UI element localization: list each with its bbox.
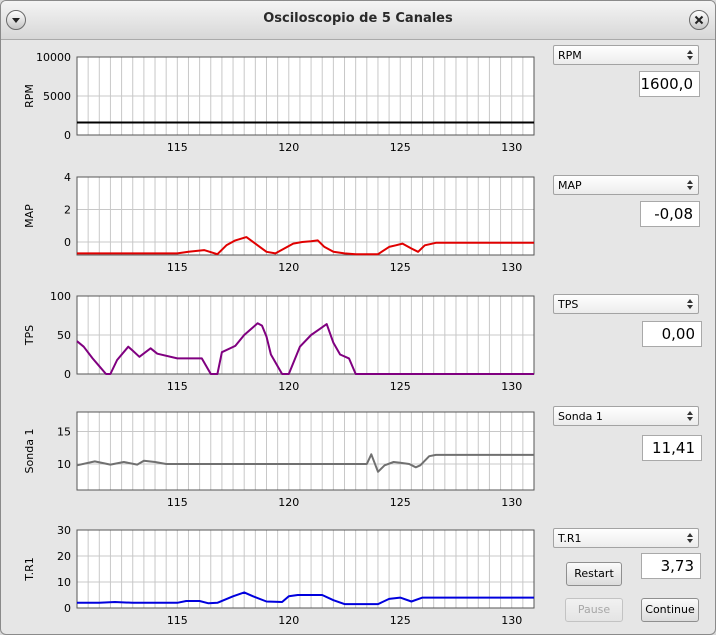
- updown-arrow-icon: [687, 180, 693, 190]
- x-tick-label: 125: [390, 261, 411, 274]
- plot-frame: [76, 529, 535, 609]
- x-tick-label: 115: [167, 496, 188, 509]
- x-tick-label: 120: [278, 614, 299, 627]
- y-tick-label: 50: [57, 329, 71, 342]
- channel-4-select-value: Sonda 1: [558, 410, 603, 423]
- channel-3-select-value: TPS: [558, 298, 579, 311]
- y-tick-label: 2: [64, 204, 71, 217]
- plot-area: [77, 530, 534, 608]
- chart-sonda: 10 15 115 120 125 130 Sonda 1: [1, 404, 541, 526]
- updown-arrow-icon: [687, 299, 693, 309]
- x-tick-label: 120: [278, 141, 299, 154]
- x-tick-label: 125: [390, 496, 411, 509]
- y-tick-label: 0: [64, 236, 71, 249]
- y-tick-label: 0: [64, 129, 71, 142]
- x-tick-label: 125: [390, 614, 411, 627]
- channel-1-select[interactable]: RPM: [553, 45, 699, 65]
- channel-2-value: -0,08: [640, 201, 700, 227]
- y-tick-label: 5000: [43, 90, 71, 103]
- plot-frame: [76, 56, 535, 136]
- chart-tr1: 0 10 20 30 115 120 125 130 T.R1: [1, 522, 541, 634]
- channel-2-select-value: MAP: [558, 179, 582, 192]
- chart-map-svg: 0 2 4 115 120 125 130 MAP: [23, 171, 535, 274]
- plot-frame: [76, 176, 535, 256]
- y-axis-label: TPS: [23, 325, 36, 346]
- close-icon: [694, 15, 704, 25]
- y-tick-label: 15: [57, 426, 71, 439]
- y-axis-label: Sonda 1: [23, 429, 36, 474]
- y-tick-label: 10: [57, 458, 71, 471]
- x-tick-label: 125: [390, 380, 411, 393]
- series-line: [77, 591, 534, 606]
- y-tick-label: 20: [57, 550, 71, 563]
- channel-4-select[interactable]: Sonda 1: [553, 406, 699, 426]
- y-axis-label: RPM: [23, 84, 36, 108]
- x-tick-label: 115: [167, 261, 188, 274]
- y-tick-label: 10000: [36, 51, 71, 64]
- chart-tps: 0 50 100 115 120 125 130 TPS: [1, 288, 541, 410]
- restart-button[interactable]: Restart: [566, 562, 622, 586]
- channel-2-select[interactable]: MAP: [553, 175, 699, 195]
- chart-rpm-svg: 0 5000 10000 115 120 125 130 RPM: [23, 51, 535, 154]
- series-line: [76, 322, 534, 375]
- y-tick-label: 0: [64, 602, 71, 615]
- window-title: Osciloscopio de 5 Canales: [263, 11, 453, 26]
- y-tick-label: 10: [57, 576, 71, 589]
- plot-frame: [76, 411, 535, 491]
- x-tick-label: 120: [278, 380, 299, 393]
- y-tick-label: 100: [50, 290, 71, 303]
- chevron-down-icon: [12, 18, 20, 23]
- chart-tps-svg: 0 50 100 115 120 125 130 TPS: [23, 290, 535, 393]
- series-line: [76, 453, 534, 473]
- y-axis-label: T.R1: [23, 557, 36, 582]
- channel-5-value: 3,73: [641, 553, 701, 579]
- pause-button[interactable]: Pause: [565, 598, 623, 622]
- updown-arrow-icon: [687, 533, 693, 543]
- chart-map: 0 2 4 115 120 125 130 MAP: [1, 169, 541, 291]
- x-tick-label: 130: [501, 141, 522, 154]
- x-tick-label: 125: [390, 141, 411, 154]
- chart-sonda-svg: 10 15 115 120 125 130 Sonda 1: [23, 411, 535, 509]
- y-axis-label: MAP: [23, 204, 36, 228]
- menu-button[interactable]: [6, 10, 26, 30]
- x-tick-label: 120: [278, 261, 299, 274]
- channel-5-select[interactable]: T.R1: [553, 528, 699, 548]
- channel-4-value: 11,41: [642, 435, 702, 461]
- y-tick-label: 4: [64, 171, 71, 184]
- title-bar: Osciloscopio de 5 Canales: [1, 1, 715, 40]
- plot-area: [77, 412, 534, 490]
- updown-arrow-icon: [687, 50, 693, 60]
- chart-tr1-svg: 0 10 20 30 115 120 125 130 T.R1: [23, 524, 535, 627]
- series-line: [77, 236, 534, 256]
- x-tick-label: 115: [167, 141, 188, 154]
- x-tick-label: 130: [501, 496, 522, 509]
- x-tick-label: 130: [501, 614, 522, 627]
- continue-button[interactable]: Continue: [641, 598, 699, 622]
- chart-rpm: 0 5000 10000 115 120 125 130 RPM: [1, 49, 541, 171]
- x-tick-label: 115: [167, 614, 188, 627]
- channel-1-select-value: RPM: [558, 49, 582, 62]
- y-tick-label: 30: [57, 524, 71, 537]
- channel-3-select[interactable]: TPS: [553, 294, 699, 314]
- x-tick-label: 130: [501, 380, 522, 393]
- channel-5-select-value: T.R1: [558, 532, 582, 545]
- updown-arrow-icon: [687, 411, 693, 421]
- x-tick-label: 130: [501, 261, 522, 274]
- channel-3-value: 0,00: [642, 321, 702, 347]
- y-tick-label: 0: [64, 368, 71, 381]
- x-tick-label: 120: [278, 496, 299, 509]
- channel-1-value: 1600,0: [639, 71, 700, 97]
- plot-frame: [76, 295, 535, 375]
- close-button[interactable]: [689, 10, 709, 30]
- x-tick-label: 115: [167, 380, 188, 393]
